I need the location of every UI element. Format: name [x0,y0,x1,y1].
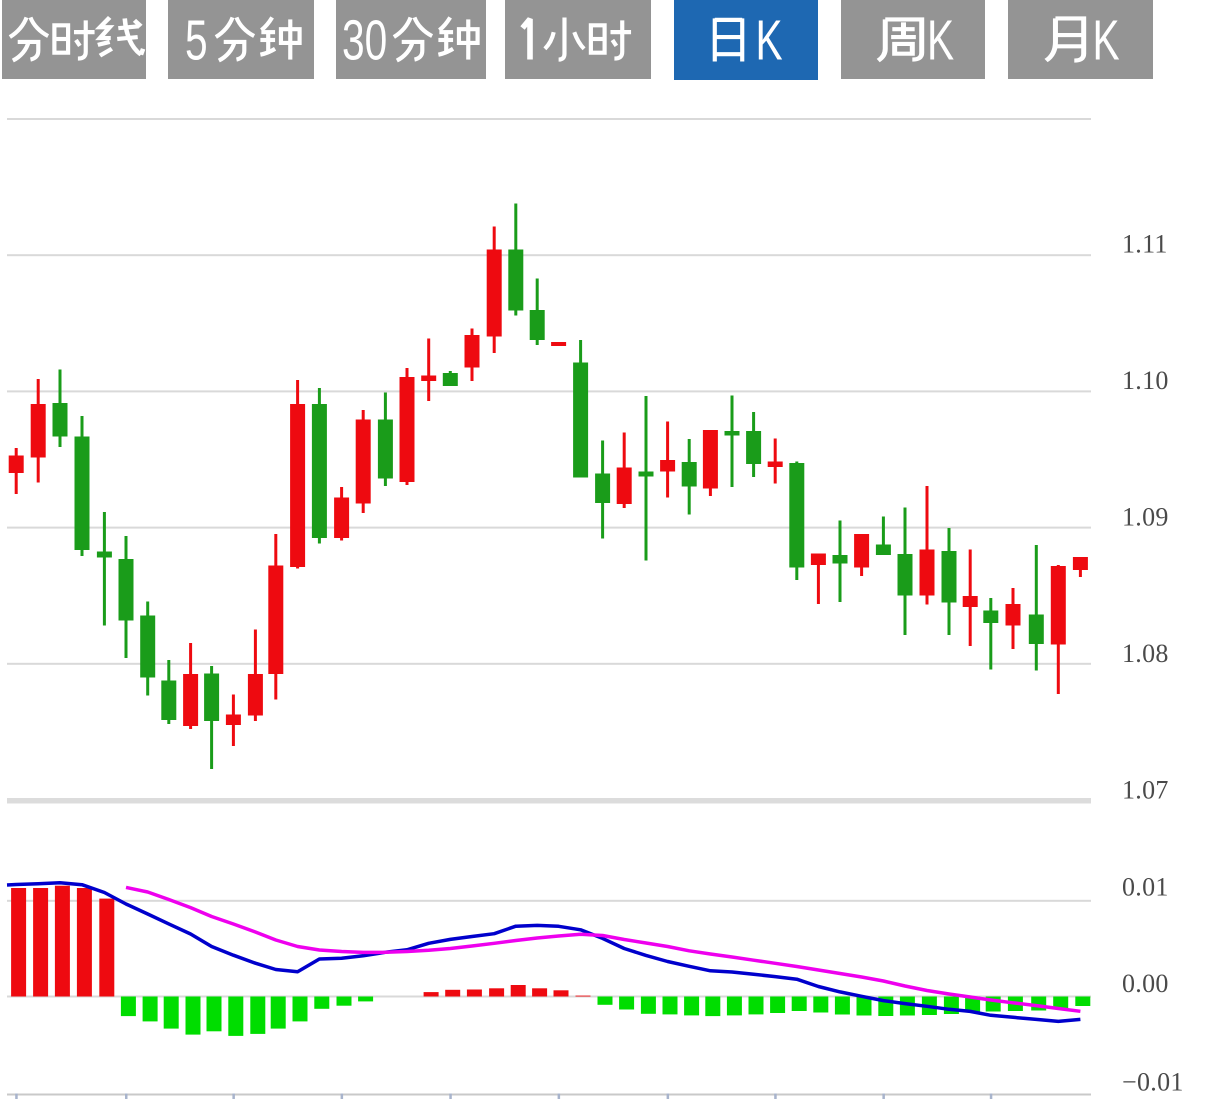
svg-text:0.01: 0.01 [1122,873,1169,902]
svg-text:1.08: 1.08 [1122,639,1169,668]
svg-text:5: 5 [185,9,208,72]
svg-text:K: K [756,9,783,72]
svg-text:30: 30 [342,9,387,72]
svg-text:1.10: 1.10 [1122,366,1169,395]
svg-text:1.11: 1.11 [1122,230,1168,259]
svg-text:0.00: 0.00 [1122,969,1169,998]
svg-text:K: K [927,9,954,72]
svg-text:−0.01: −0.01 [1122,1068,1184,1097]
svg-text:K: K [1093,9,1120,72]
svg-text:1.07: 1.07 [1122,776,1169,805]
svg-text:1.09: 1.09 [1122,503,1169,532]
